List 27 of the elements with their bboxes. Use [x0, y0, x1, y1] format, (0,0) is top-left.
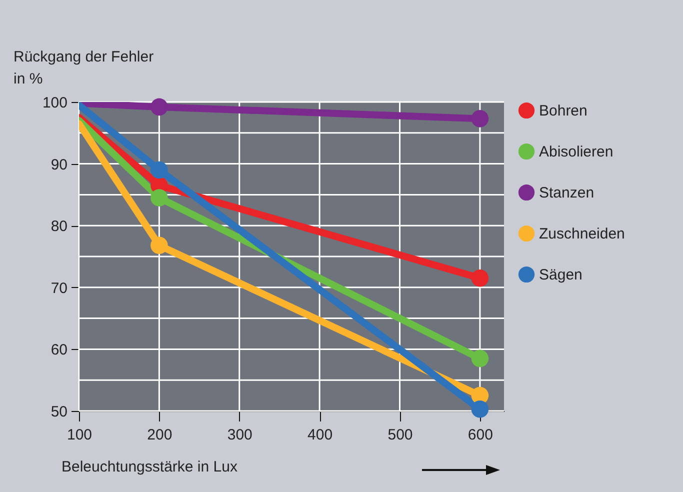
point — [150, 236, 168, 254]
x-tick-label: 400 — [308, 426, 333, 444]
x-tick-label: 100 — [66, 426, 92, 444]
y-tick-label: 50 — [50, 404, 68, 420]
y-tick-label: 90 — [50, 156, 68, 174]
point — [150, 98, 168, 116]
legend-label: Bohren — [539, 102, 588, 120]
legend-label: Zuschneiden — [539, 226, 625, 242]
x-tick-label: 500 — [388, 426, 413, 444]
point — [471, 269, 489, 287]
y-tick-label: 100 — [42, 94, 68, 112]
point — [471, 400, 489, 418]
point — [150, 189, 168, 206]
legend-label: Abisolieren — [539, 144, 614, 160]
y-tick-label: 80 — [50, 218, 68, 236]
legend-label: Stanzen — [539, 184, 594, 202]
x-axis-title: Beleuchtungsstärke in Lux — [62, 458, 238, 476]
legend-label: Sägen — [539, 266, 582, 284]
point — [150, 161, 168, 179]
point — [471, 350, 489, 368]
x-tick-label: 200 — [147, 426, 172, 444]
y-tick-label: 60 — [50, 342, 68, 359]
y-axis-title: Rückgang der Fehler in % — [14, 48, 154, 88]
point — [471, 110, 489, 128]
x-tick-label: 600 — [468, 426, 493, 444]
x-tick-label: 300 — [227, 426, 252, 444]
y-tick-label: 70 — [50, 280, 68, 297]
